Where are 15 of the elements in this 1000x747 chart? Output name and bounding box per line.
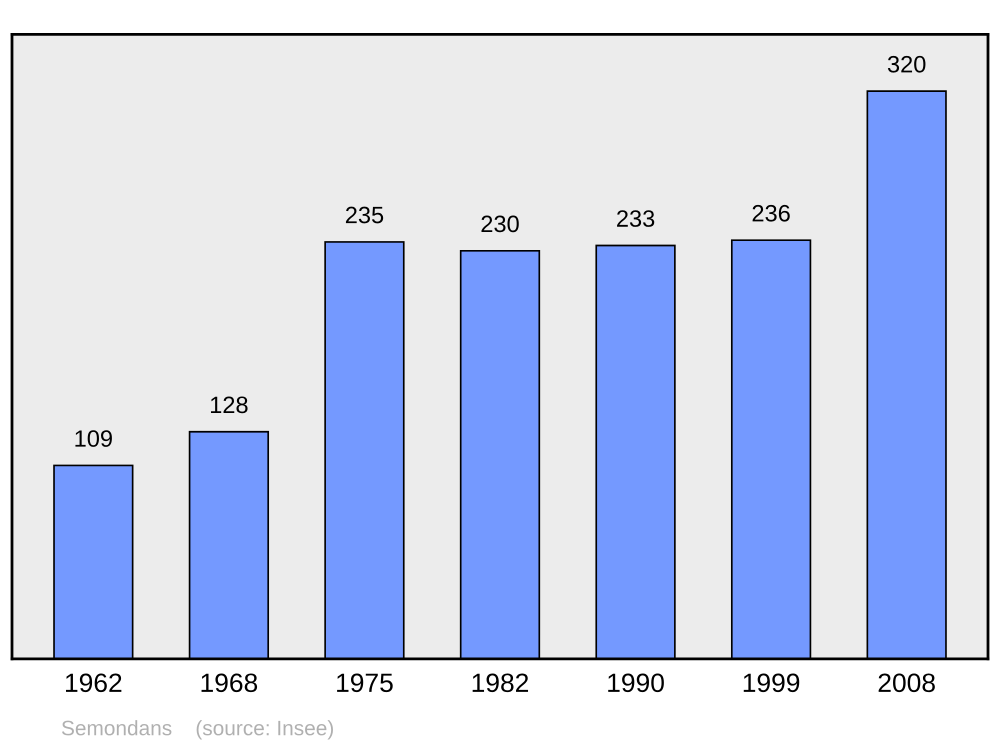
x-tick-label: 1975	[337, 673, 393, 692]
text: Semondans (source: Insee)	[62, 720, 333, 740]
data-label: 230	[481, 216, 519, 232]
data-label: 320	[888, 56, 926, 73]
x-tick-label: 1968	[202, 673, 258, 692]
x-tick-label: 1990	[608, 673, 664, 692]
data-label: 233	[617, 210, 654, 227]
data-label: 128	[210, 396, 248, 414]
data-label: 109	[75, 430, 112, 447]
data-label: 235	[346, 206, 384, 224]
x-tick-label: 1962	[66, 673, 122, 692]
data-label: 236	[752, 204, 790, 222]
x-tick-label: 1982	[472, 673, 528, 692]
x-tick-label: 2008	[878, 673, 935, 692]
x-tick-label: 1999	[744, 673, 800, 692]
